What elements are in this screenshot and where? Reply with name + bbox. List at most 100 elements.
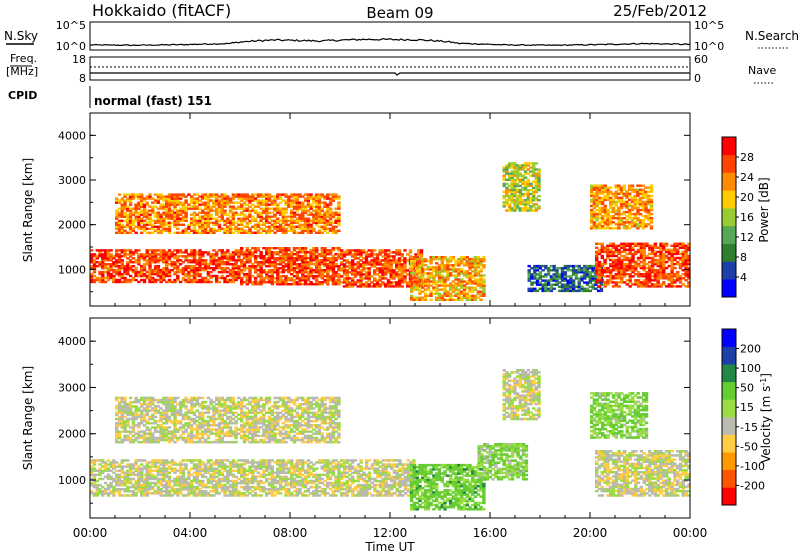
heatmap-cell [673, 281, 677, 284]
heatmap-cell [295, 219, 299, 222]
heatmap-cell [215, 259, 219, 262]
heatmap-cell [212, 193, 216, 196]
heatmap-cell [126, 213, 130, 216]
heatmap-cell [527, 277, 531, 280]
heatmap-cell [537, 207, 541, 210]
heatmap-cell [203, 227, 208, 230]
heatmap-cell [295, 225, 299, 228]
heatmap-cell [112, 265, 116, 268]
heatmap-cell [117, 201, 122, 204]
heatmap-cell [215, 267, 219, 270]
heatmap-cell [248, 213, 252, 216]
heatmap-cell [510, 180, 514, 183]
heatmap-cell [590, 186, 594, 189]
heatmap-cell [298, 215, 302, 218]
heatmap-cell [440, 274, 444, 277]
heatmap-cell [630, 186, 635, 189]
heatmap-cell [392, 255, 396, 258]
heatmap-cell [515, 174, 520, 177]
heatmap-cell [301, 227, 305, 230]
heatmap-cell [684, 273, 688, 276]
heatmap-cell [370, 259, 374, 262]
heatmap-cell [237, 193, 241, 196]
heatmap-cell [595, 227, 599, 230]
heatmap-cell [201, 280, 205, 284]
heatmap-cell [262, 201, 266, 204]
heatmap-cell [634, 262, 638, 266]
y-tick-label: 4000 [58, 129, 86, 142]
heatmap-cell [375, 281, 380, 284]
heatmap-cell [184, 268, 188, 272]
heatmap-cell [656, 283, 660, 286]
heatmap-cell [292, 201, 297, 204]
heatmap-cell [403, 269, 407, 272]
heatmap-cell [482, 260, 486, 263]
heatmap-cell [301, 267, 305, 270]
heatmap-cell [226, 203, 230, 206]
heatmap-cell [642, 264, 646, 268]
heatmap-cell [98, 249, 102, 252]
heatmap-cell [603, 269, 607, 272]
heatmap-cell [192, 193, 197, 196]
heatmap-cell [162, 249, 166, 252]
heatmap-cell [226, 274, 230, 278]
heatmap-cell [256, 193, 261, 196]
heatmap-cell [281, 231, 286, 234]
heatmap-cell [384, 257, 388, 260]
heatmap-cell [231, 231, 236, 234]
heatmap-cell [184, 211, 188, 214]
heatmap-cell [98, 463, 102, 466]
heatmap-cell [295, 259, 299, 262]
heatmap-cell [599, 267, 604, 270]
heatmap-cell [303, 229, 308, 232]
heatmap-cell [248, 211, 252, 214]
heatmap-cell [331, 279, 336, 282]
heatmap-cell [356, 279, 360, 282]
heatmap-cell [462, 288, 467, 291]
heatmap-cell [642, 285, 646, 288]
heatmap-cell [523, 199, 528, 202]
heatmap-cell [306, 213, 311, 216]
heatmap-cell [242, 213, 247, 216]
heatmap-cell [429, 260, 433, 263]
heatmap-cell [253, 265, 258, 268]
heatmap-cell [443, 266, 447, 269]
heatmap-cell [270, 271, 274, 274]
heatmap-cell [476, 292, 481, 295]
heatmap-cell [662, 256, 666, 260]
heatmap-cell [645, 256, 649, 260]
heatmap-cell [633, 204, 637, 208]
heatmap-cell [644, 196, 648, 200]
heatmap-cell [156, 193, 161, 196]
heatmap-cell [397, 251, 402, 254]
heatmap-cell [95, 483, 99, 487]
heatmap-cell [443, 258, 447, 261]
heatmap-cell [535, 273, 540, 276]
heatmap-cell [101, 477, 105, 481]
heatmap-cell [345, 251, 349, 254]
heatmap-cell [574, 277, 579, 280]
heatmap-cell [429, 262, 433, 265]
heatmap-cell [337, 269, 341, 272]
heatmap-cell [123, 268, 127, 272]
heatmap-cell [670, 254, 674, 258]
heatmap-cell [620, 262, 624, 266]
heatmap-cell [295, 195, 299, 198]
heatmap-cell [457, 278, 461, 281]
heatmap-cell [606, 279, 610, 282]
heatmap-cell [245, 277, 249, 280]
colorbar-swatch [722, 208, 736, 227]
heatmap-cell [609, 219, 613, 222]
heatmap-cell [187, 259, 191, 262]
heatmap-cell [220, 195, 224, 198]
heatmap-cell [625, 279, 630, 282]
heatmap-cell [386, 279, 391, 282]
heatmap-cell [153, 219, 158, 222]
heatmap-cell [187, 280, 191, 284]
heatmap-cell [190, 205, 194, 208]
heatmap-cell [101, 265, 105, 268]
heatmap-cell [529, 188, 533, 192]
heatmap-cell [437, 266, 442, 269]
heatmap-cell [134, 274, 138, 278]
heatmap-cell [306, 209, 311, 212]
